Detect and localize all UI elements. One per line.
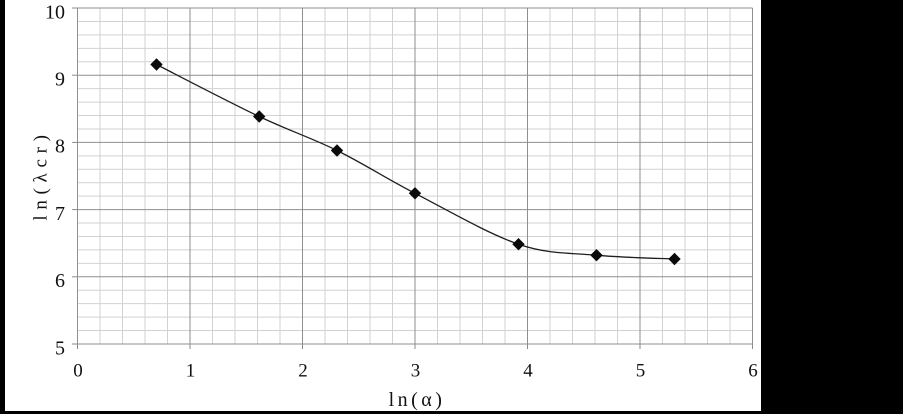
svg-text:6: 6 [55, 270, 65, 292]
svg-text:ln(λcr): ln(λcr) [31, 129, 52, 220]
svg-text:5: 5 [55, 337, 65, 359]
svg-text:8: 8 [55, 136, 65, 158]
svg-text:2: 2 [298, 361, 308, 382]
svg-text:4: 4 [523, 361, 533, 382]
svg-text:5: 5 [636, 361, 646, 382]
svg-text:6: 6 [748, 361, 758, 382]
svg-text:3: 3 [411, 361, 421, 382]
svg-text:1: 1 [186, 361, 196, 382]
svg-text:10: 10 [45, 1, 65, 23]
svg-text:7: 7 [55, 203, 65, 225]
svg-text:9: 9 [55, 69, 65, 91]
svg-text:ln(α): ln(α) [389, 389, 446, 411]
svg-text:0: 0 [73, 361, 83, 382]
